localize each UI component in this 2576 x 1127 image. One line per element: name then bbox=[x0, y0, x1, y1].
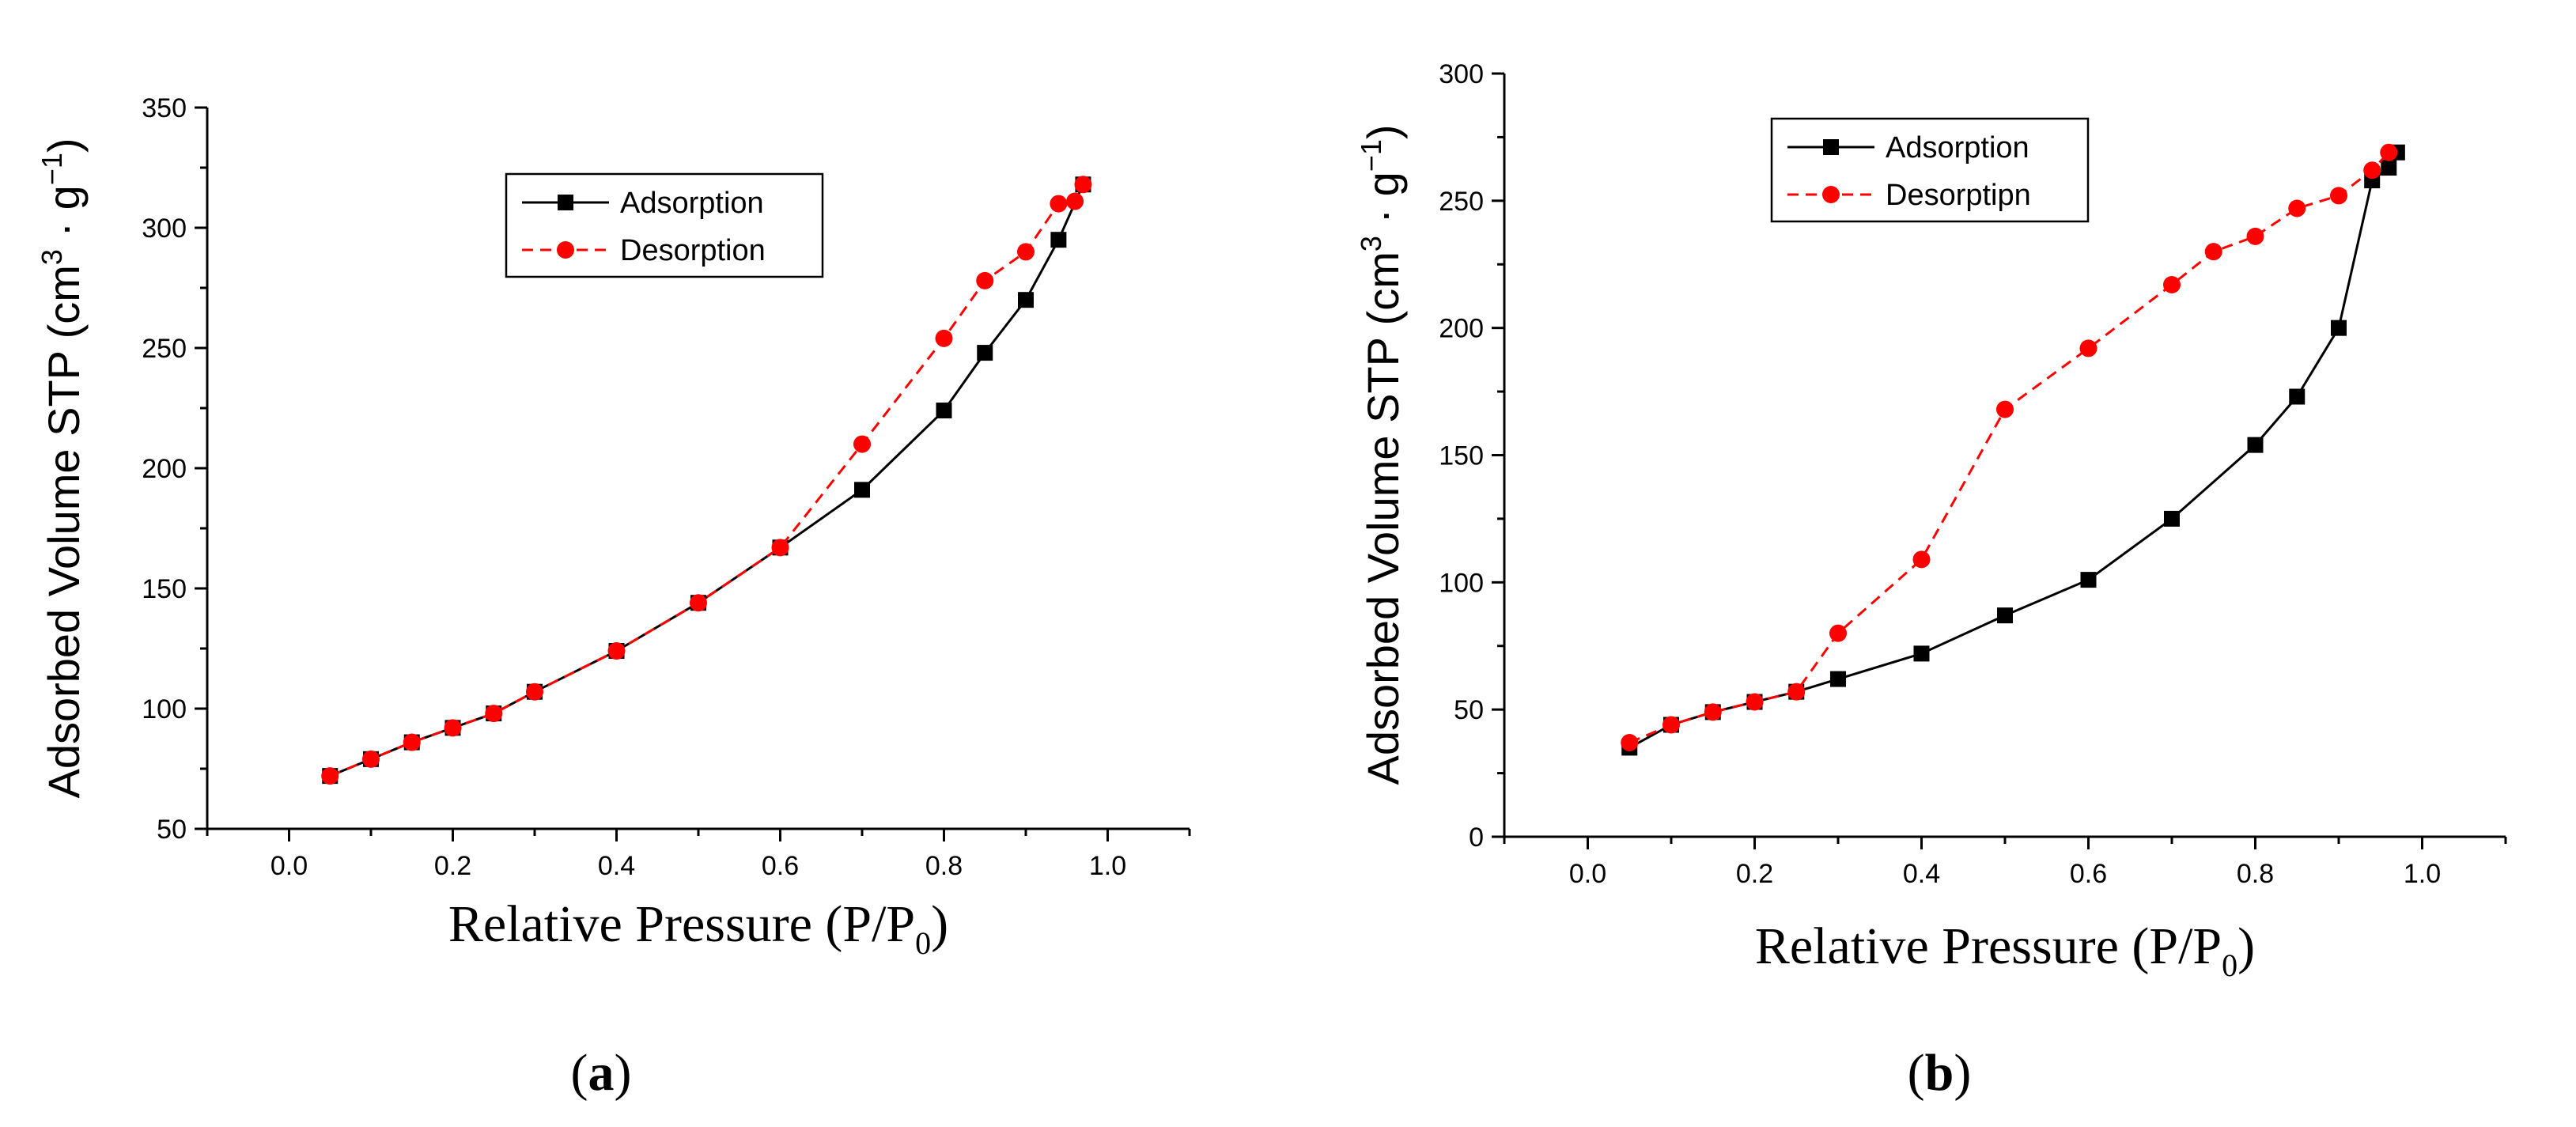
x-tick-label: 0.0 bbox=[270, 851, 308, 881]
adsorption-point bbox=[2080, 572, 2097, 588]
x-tick-label: 0.4 bbox=[598, 851, 635, 881]
desorptipn-point bbox=[1912, 550, 1931, 569]
y-tick-label: 100 bbox=[1439, 568, 1484, 598]
adsorption-point bbox=[1830, 671, 1846, 687]
desorptipn-point bbox=[1621, 733, 1639, 751]
desorption-point bbox=[485, 705, 503, 723]
y-tick-label: 150 bbox=[142, 574, 187, 604]
desorption-point bbox=[403, 733, 421, 751]
desorptipn-point bbox=[1746, 693, 1764, 711]
y-tick-label: 150 bbox=[1439, 441, 1484, 471]
panel-label: (b) bbox=[1908, 1044, 1972, 1102]
desorptipn-point bbox=[2330, 187, 2347, 205]
desorption-point bbox=[935, 329, 953, 347]
y-tick-label: 300 bbox=[1439, 59, 1484, 89]
y-axis-label: Adsorbed Volume STP (cm3 · g−1) bbox=[1355, 124, 1408, 785]
legend-adsorption-marker bbox=[1823, 139, 1839, 155]
desorption-point bbox=[690, 594, 707, 612]
desorptipn-series-line bbox=[1628, 151, 2390, 744]
x-axis-label: Relative Pressure (P/P0) bbox=[448, 895, 948, 961]
desorptipn-point bbox=[2163, 275, 2181, 293]
desorption-point bbox=[321, 767, 339, 785]
x-tick-label: 0.6 bbox=[762, 851, 799, 881]
legend-adsorption-marker bbox=[558, 195, 573, 210]
desorptipn-point bbox=[1829, 624, 1847, 642]
legend-box bbox=[1770, 117, 2090, 223]
y-tick-label: 250 bbox=[1439, 187, 1484, 217]
y-tick-label: 50 bbox=[157, 815, 187, 845]
adsorption-point bbox=[2164, 510, 2180, 527]
desorption-point bbox=[526, 683, 543, 701]
adsorption-point bbox=[936, 403, 952, 419]
x-tick-label: 0.0 bbox=[1569, 859, 1606, 889]
x-tick-label: 0.2 bbox=[1736, 859, 1773, 889]
desorptipn-point bbox=[1787, 683, 1806, 701]
legend: Adsorption Desorptipn bbox=[1770, 117, 2090, 223]
desorption-point bbox=[1066, 192, 1084, 210]
desorption-point bbox=[1074, 176, 1092, 194]
adsorption-point bbox=[2381, 160, 2397, 176]
adsorption-point bbox=[2247, 437, 2264, 453]
adsorption-point bbox=[854, 482, 870, 498]
desorption-point bbox=[771, 539, 789, 557]
legend-adsorption-label: Adsorption bbox=[620, 187, 764, 220]
desorptipn-point bbox=[2380, 143, 2398, 161]
y-tick-label: 0 bbox=[1469, 823, 1484, 853]
legend-box bbox=[505, 172, 824, 278]
y-tick-label: 200 bbox=[1439, 314, 1484, 344]
chart-panel-b: 0.0 0.2 0.4 0.6 0.8 1.0 0 50 100 150 200 250 300 Adso… bbox=[1355, 59, 2507, 1102]
y-tick-label: 300 bbox=[142, 214, 187, 244]
desorption-point bbox=[362, 750, 380, 768]
chart-panel-a: 0.0 0.2 0.4 0.6 0.8 1.0 50 100 150 200 250 300 350 Ad… bbox=[36, 93, 1191, 1102]
desorptipn-point bbox=[1662, 716, 1680, 734]
y-tick-label: 200 bbox=[142, 454, 187, 484]
desorption-point bbox=[853, 435, 871, 453]
desorptipn-point bbox=[1704, 703, 1722, 721]
legend-desorptipn-marker bbox=[1822, 186, 1840, 203]
desorption-point bbox=[444, 719, 462, 737]
desorption-point bbox=[607, 642, 626, 660]
desorptipn-point bbox=[2288, 199, 2306, 217]
adsorption-point bbox=[1997, 607, 2013, 624]
x-tick-label: 1.0 bbox=[1089, 851, 1126, 881]
legend: Adsorption Desorption bbox=[505, 172, 824, 278]
x-tick-label: 0.8 bbox=[2237, 859, 2274, 889]
legend-desorption-label: Desorption bbox=[620, 234, 766, 267]
desorption-point bbox=[976, 271, 994, 289]
desorptipn-point bbox=[1996, 400, 2014, 418]
panel-label: (a) bbox=[571, 1044, 632, 1102]
x-tick-label: 0.6 bbox=[2070, 859, 2107, 889]
x-tick-label: 1.0 bbox=[2404, 859, 2441, 889]
legend-desorptipn-label: Desorptipn bbox=[1886, 179, 2031, 212]
adsorption-point bbox=[1913, 645, 1930, 662]
desorption-point bbox=[1017, 243, 1035, 261]
adsorption-series-line bbox=[1628, 151, 2399, 749]
adsorption-point bbox=[1018, 292, 1034, 308]
desorptipn-point bbox=[2204, 243, 2222, 261]
desorptipn-point bbox=[2079, 339, 2097, 357]
y-axis-label: Adsorbed Volume STP (cm3 · g−1) bbox=[36, 138, 89, 798]
y-tick-label: 100 bbox=[142, 694, 187, 724]
legend-adsorption-label: Adsorption bbox=[1886, 131, 2029, 165]
x-tick-label: 0.4 bbox=[1903, 859, 1940, 889]
x-axis-label: Relative Pressure (P/P0) bbox=[1755, 917, 2255, 983]
legend-desorption-marker bbox=[557, 241, 574, 259]
adsorption-point bbox=[2331, 320, 2347, 336]
x-tick-label: 0.8 bbox=[925, 851, 963, 881]
desorption-series-line bbox=[329, 183, 1084, 777]
adsorption-point bbox=[1050, 232, 1067, 248]
desorptipn-point bbox=[2246, 227, 2264, 245]
adsorption-point bbox=[2289, 388, 2306, 405]
y-tick-label: 250 bbox=[142, 334, 187, 364]
adsorption-point bbox=[977, 345, 993, 361]
desorption-point bbox=[1050, 195, 1068, 213]
desorptipn-point bbox=[2363, 161, 2381, 180]
x-tick-label: 0.2 bbox=[434, 851, 471, 881]
y-tick-label: 50 bbox=[1454, 695, 1484, 725]
y-tick-label: 350 bbox=[142, 93, 187, 123]
